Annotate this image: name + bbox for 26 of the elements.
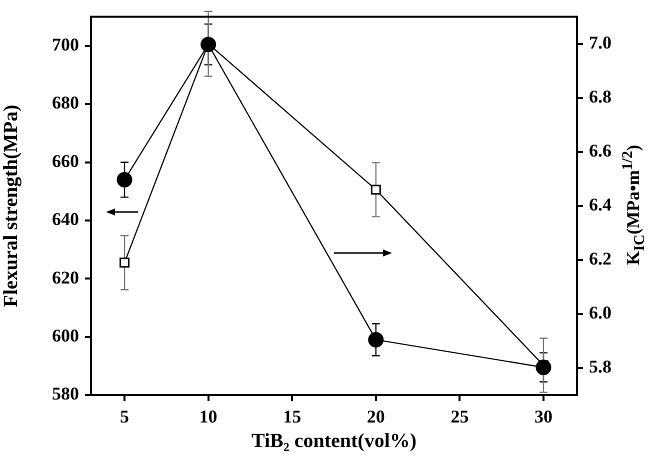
- y2-tick-label: 6.8: [589, 86, 612, 106]
- y-tick-label: 640: [52, 209, 79, 230]
- point: [536, 360, 552, 376]
- x-tick-label: 10: [199, 406, 218, 426]
- y2-tick-label: 6.4: [589, 194, 612, 215]
- point: [200, 36, 216, 52]
- y2-tick-label: 5.8: [589, 356, 612, 377]
- point: [368, 332, 384, 348]
- x-axis-title: TiB₂ content(vol%): [251, 430, 417, 452]
- y-tick-label: 660: [52, 150, 79, 171]
- x-tick-label: 20: [366, 406, 385, 426]
- y-tick-label: 600: [52, 325, 79, 346]
- y2-tick-label: 6.0: [589, 302, 612, 323]
- x-tick-label: 30: [534, 406, 552, 426]
- y-tick-label: 700: [52, 34, 79, 55]
- x-tick-label: 25: [450, 406, 469, 426]
- y2-tick-label: 6.2: [589, 248, 612, 269]
- y-axis-title: Flexural strength(MPa): [0, 104, 22, 308]
- x-tick-label: 15: [283, 406, 302, 426]
- y-tick-label: 580: [52, 384, 79, 404]
- y2-tick-label: 7.0: [589, 32, 612, 52]
- y-tick-label: 620: [52, 267, 79, 288]
- y-tick-label: 680: [52, 92, 79, 113]
- x-tick-label: 5: [120, 406, 130, 426]
- point: [116, 172, 132, 188]
- y2-tick-label: 6.6: [589, 140, 612, 161]
